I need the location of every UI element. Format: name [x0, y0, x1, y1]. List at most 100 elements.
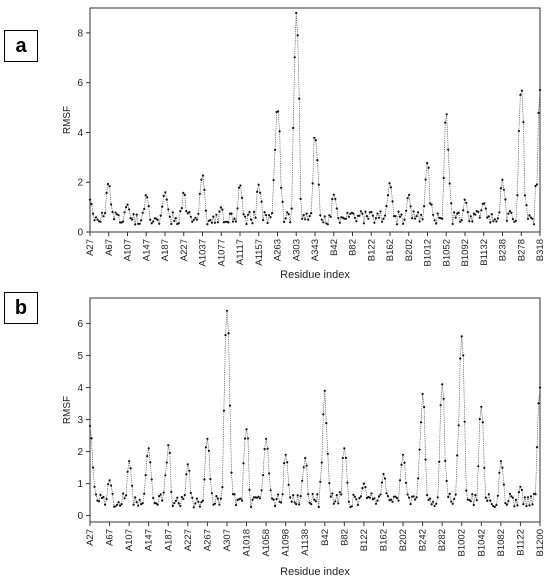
- data-point: [125, 494, 128, 497]
- data-point: [289, 496, 292, 499]
- data-point: [91, 466, 95, 469]
- data-point: [347, 215, 350, 218]
- rmsf-chart-b: 0 1 2 3 4 5 6 A27 A67 A107 A147 A187 A227 A267 A307 A10…: [62, 297, 546, 578]
- data-point: [222, 409, 225, 412]
- data-point: [186, 212, 189, 215]
- data-point: [474, 494, 477, 497]
- data-point: [505, 219, 508, 222]
- data-point: [156, 503, 159, 506]
- x-tick-label: B242: [418, 529, 429, 551]
- data-point: [391, 500, 394, 503]
- data-point: [426, 162, 429, 165]
- data-point: [170, 490, 173, 493]
- data-point: [374, 502, 378, 505]
- data-point: [341, 456, 344, 460]
- data-point: [260, 489, 263, 492]
- data-point: [477, 210, 480, 213]
- data-point: [484, 496, 487, 499]
- data-point: [528, 214, 531, 217]
- data-point: [231, 220, 235, 223]
- data-point: [100, 211, 104, 214]
- data-point: [313, 136, 316, 139]
- data-point: [195, 497, 198, 500]
- x-tick-label: A67: [104, 239, 115, 256]
- data-point: [462, 354, 465, 357]
- x-tick-label: B162: [378, 529, 389, 551]
- data-point: [284, 453, 287, 456]
- data-point: [277, 493, 280, 496]
- data-point: [414, 217, 417, 220]
- y-tick-label: 1: [77, 479, 83, 490]
- data-point: [386, 194, 390, 197]
- data-point: [448, 182, 451, 185]
- data-point: [371, 214, 374, 217]
- data-point: [322, 221, 325, 224]
- data-point: [442, 397, 445, 400]
- data-point: [192, 506, 195, 509]
- data-point: [361, 212, 364, 215]
- data-point: [210, 221, 213, 224]
- data-point: [337, 502, 340, 505]
- data-point: [246, 213, 250, 216]
- data-point: [204, 209, 207, 212]
- data-point: [173, 502, 176, 505]
- data-point: [298, 503, 301, 506]
- data-point: [522, 503, 525, 506]
- data-point: [423, 406, 426, 409]
- data-point: [379, 210, 382, 213]
- x-tick-label: A27: [85, 239, 96, 256]
- x-tick-label: A267: [202, 529, 213, 551]
- data-point: [344, 456, 347, 460]
- data-point: [414, 498, 417, 501]
- data-point: [332, 502, 335, 505]
- x-tick-label: B1012: [423, 239, 434, 266]
- data-point: [176, 496, 179, 499]
- data-point: [268, 214, 271, 217]
- data-point: [174, 217, 177, 220]
- data-point: [266, 221, 269, 225]
- data-point: [305, 212, 308, 215]
- data-point: [146, 196, 149, 199]
- data-point: [314, 139, 317, 142]
- data-point: [490, 213, 493, 216]
- data-point: [480, 405, 483, 408]
- data-point: [447, 495, 450, 499]
- data-point: [243, 215, 247, 218]
- data-point: [164, 474, 167, 477]
- data-point: [520, 488, 524, 492]
- data-point: [200, 501, 203, 504]
- data-point: [338, 491, 341, 494]
- data-point: [436, 496, 439, 499]
- data-point: [456, 454, 459, 457]
- y-tick-label: 4: [77, 128, 83, 139]
- data-point: [102, 215, 105, 218]
- data-point: [362, 222, 365, 225]
- data-point: [460, 219, 463, 222]
- data-point: [257, 495, 260, 498]
- data-point: [301, 479, 304, 482]
- data-point: [389, 186, 393, 189]
- data-point: [453, 211, 456, 214]
- data-point: [538, 386, 542, 389]
- data-point: [362, 482, 365, 485]
- data-point: [444, 459, 447, 462]
- data-point: [263, 211, 266, 214]
- data-point: [126, 470, 129, 473]
- data-point: [411, 217, 414, 220]
- data-point: [171, 211, 174, 214]
- plot-frame: [89, 297, 541, 523]
- data-point: [209, 219, 212, 222]
- data-point: [212, 215, 215, 218]
- data-point: [401, 453, 405, 456]
- data-point: [108, 185, 111, 188]
- data-point: [201, 499, 204, 502]
- data-point: [325, 422, 328, 425]
- data-point: [398, 215, 402, 218]
- data-point: [94, 493, 98, 496]
- data-point: [514, 219, 518, 222]
- data-point: [468, 220, 471, 223]
- data-point: [167, 444, 170, 447]
- data-point: [337, 217, 340, 220]
- data-point: [126, 203, 129, 206]
- data-point: [329, 495, 332, 498]
